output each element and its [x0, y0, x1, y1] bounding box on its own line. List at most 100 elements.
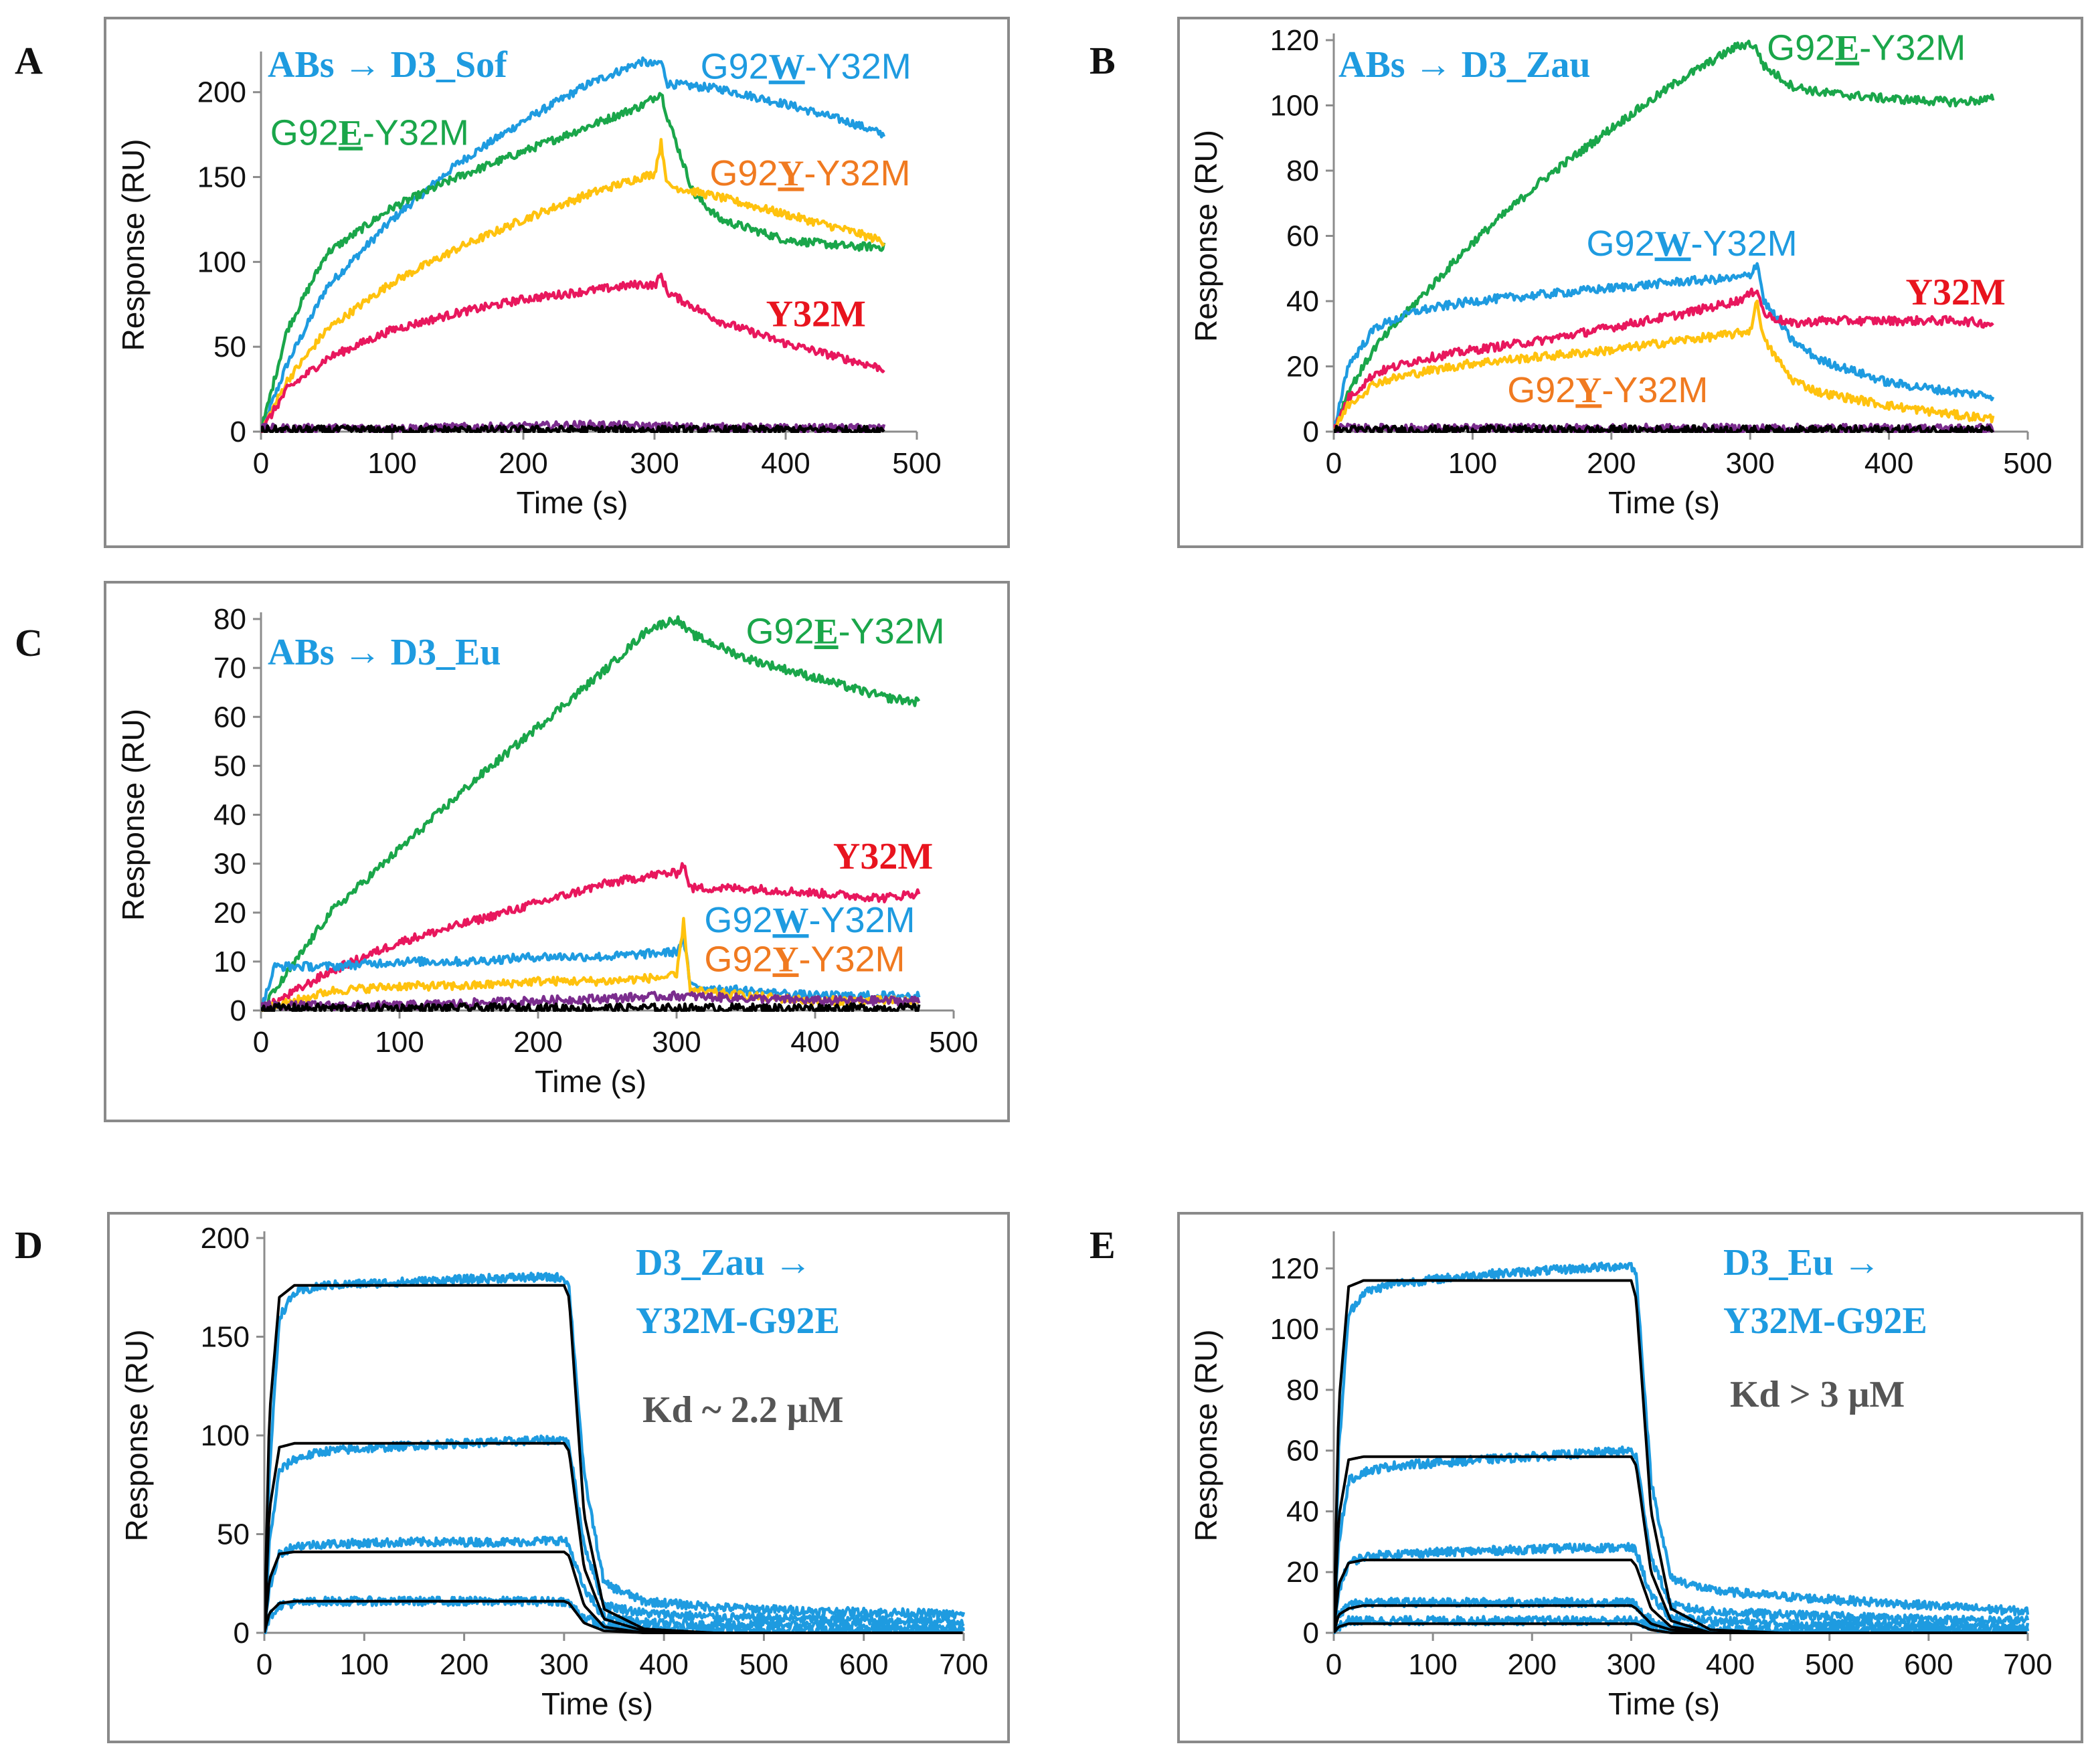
series-line-fit-5 [1334, 1622, 2027, 1634]
y-tick-label: 0 [234, 1617, 250, 1650]
x-tick-label: 400 [790, 1026, 839, 1059]
x-tick-label: 100 [1448, 447, 1497, 480]
series-line-y32m [261, 862, 921, 1012]
series-label: G92W-Y32M [1586, 224, 1797, 264]
y-tick-label: 200 [201, 1222, 250, 1255]
series-group [1334, 39, 1995, 433]
x-tick-label: 600 [839, 1648, 888, 1681]
x-tick-label: 0 [1326, 1648, 1342, 1681]
y-tick-label: 60 [213, 701, 246, 733]
x-axis-title: Time (s) [535, 1064, 646, 1099]
panel-frame [104, 581, 1010, 1122]
panel-letter: D [15, 1223, 43, 1267]
series-label: G92Y-Y32M [704, 940, 905, 980]
x-tick-label: 100 [367, 447, 416, 480]
x-tick-label: 300 [539, 1648, 588, 1681]
series-label: Y32M [833, 836, 933, 877]
y-tick-label: 10 [213, 946, 246, 978]
x-tick-label: 200 [1587, 447, 1636, 480]
series-line-control [261, 990, 921, 1012]
x-tick-label: 700 [939, 1648, 988, 1681]
series-line-g92w-y32m [261, 935, 921, 1012]
series-label: Y32M [1905, 272, 2005, 313]
series-line-baseline [261, 424, 885, 433]
x-tick-label: 100 [340, 1648, 389, 1681]
panel-frame [107, 1212, 1010, 1743]
x-axis-title: Time (s) [541, 1686, 653, 1721]
series-label: G92Y-Y32M [1507, 370, 1708, 410]
chart-panel-c: C 0 100 200 300 400 500 0 10 20 30 40 50 60 70 80 Time (… [15, 581, 1010, 1122]
panel-letter: A [15, 39, 43, 82]
x-tick-label: 500 [892, 447, 941, 480]
y-tick-label: 20 [213, 897, 246, 930]
x-tick-label: 400 [1864, 447, 1913, 480]
series-line-g92e-y32m [261, 92, 886, 433]
chart-title: ABs → D3_Sof [268, 44, 508, 86]
x-tick-label: 300 [652, 1026, 701, 1059]
panel-letter: E [1090, 1223, 1116, 1267]
y-tick-label: 80 [1286, 1374, 1319, 1407]
x-tick-label: 200 [513, 1026, 562, 1059]
y-tick-label: 0 [230, 416, 246, 448]
y-tick-label: 20 [1286, 1556, 1319, 1589]
series-line-y32m [261, 272, 885, 433]
y-axis-title: Response (RU) [116, 139, 151, 351]
y-tick-label: 50 [213, 749, 246, 782]
x-tick-label: 500 [2003, 447, 2052, 480]
y-tick-label: 40 [1286, 1495, 1319, 1528]
y-tick-label: 50 [217, 1518, 250, 1551]
y-tick-label: 60 [1286, 1435, 1319, 1468]
x-tick-label: 200 [499, 447, 547, 480]
y-tick-label: 40 [213, 799, 246, 832]
panel-frame [1177, 1212, 2083, 1743]
y-tick-label: 20 [1286, 351, 1319, 383]
series-line-baseline [1334, 424, 1994, 433]
series-group [261, 615, 921, 1012]
series-label: G92W-Y32M [704, 900, 915, 940]
y-tick-label: 150 [197, 161, 246, 194]
y-tick-label: 0 [1303, 416, 1319, 448]
panel-letter: C [15, 621, 43, 665]
y-tick-label: 0 [1303, 1617, 1319, 1650]
y-tick-label: 60 [1286, 220, 1319, 253]
series-line-y32m [1334, 287, 1994, 433]
chart-panel-d: D 0 100 200 300 400 500 600 700 0 50 100 150 200 Time … [15, 1212, 1010, 1743]
chart-title: ABs → D3_Eu [268, 632, 501, 673]
y-tick-label: 100 [201, 1419, 250, 1452]
x-axis-title: Time (s) [1608, 485, 1720, 520]
x-tick-label: 0 [253, 447, 269, 480]
series-label: G92Y-Y32M [709, 153, 910, 193]
y-tick-label: 80 [1286, 155, 1319, 187]
y-tick-label: 100 [1270, 90, 1319, 122]
y-axis-title: Response (RU) [119, 1330, 154, 1542]
chart-title-line: Y32M-G92E [636, 1300, 840, 1342]
x-tick-label: 300 [630, 447, 679, 480]
series-line-g92y-y32m [261, 138, 885, 433]
x-tick-label: 100 [1408, 1648, 1457, 1681]
x-tick-label: 400 [1706, 1648, 1755, 1681]
y-tick-label: 70 [213, 652, 246, 685]
series-line-data-3 [264, 1535, 965, 1633]
x-tick-label: 0 [256, 1648, 272, 1681]
series-label: G92E-Y32M [1767, 27, 1966, 68]
series-group [1334, 1261, 2030, 1634]
x-tick-label: 400 [761, 447, 810, 480]
series-group [261, 56, 886, 433]
series-line-g92w-y32m [261, 56, 886, 432]
series-group [264, 1271, 966, 1634]
y-axis-title: Response (RU) [116, 709, 151, 921]
x-tick-label: 300 [1607, 1648, 1656, 1681]
series-label: G92E-Y32M [270, 112, 469, 153]
kd-label: Kd > 3 μM [1730, 1374, 1905, 1415]
series-line-g92w-y32m [1334, 262, 1995, 428]
x-tick-label: 200 [1508, 1648, 1557, 1681]
y-tick-label: 50 [213, 331, 246, 363]
y-tick-label: 100 [197, 246, 246, 278]
panel-letter: B [1090, 39, 1116, 82]
x-tick-label: 400 [639, 1648, 688, 1681]
y-tick-label: 120 [1270, 24, 1319, 57]
x-tick-label: 0 [1326, 447, 1342, 480]
x-tick-label: 700 [2003, 1648, 2052, 1681]
chart-title: ABs → D3_Zau [1338, 44, 1591, 86]
x-tick-label: 100 [375, 1026, 424, 1059]
